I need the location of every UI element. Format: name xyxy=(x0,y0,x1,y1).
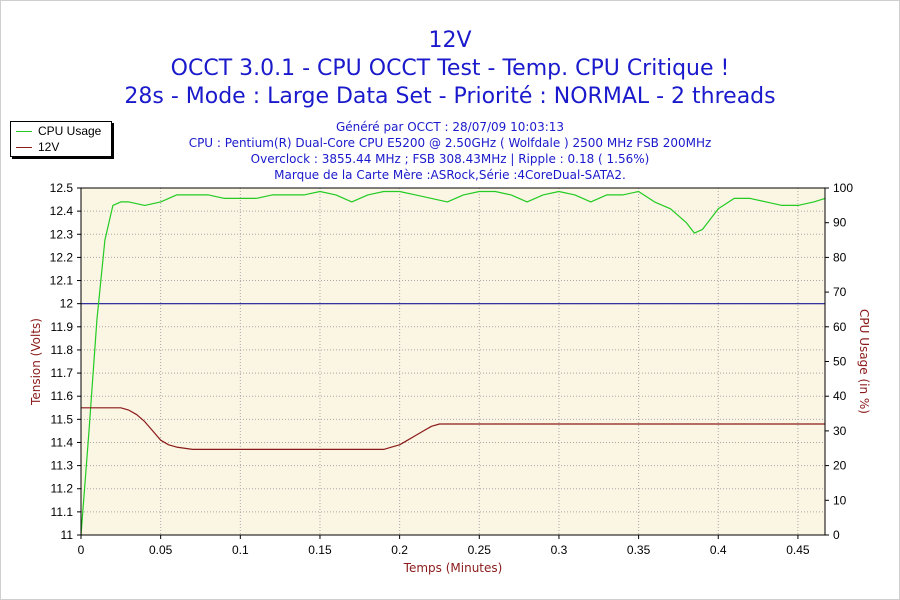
x-tick-label: 0.45 xyxy=(786,543,810,557)
x-tick-label: 0.15 xyxy=(308,543,332,557)
y2-tick-label: 70 xyxy=(833,285,847,299)
y2-tick-label: 30 xyxy=(833,424,847,438)
x-tick-label: 0.25 xyxy=(468,543,492,557)
legend-label-cpu-usage: CPU Usage xyxy=(38,124,102,138)
series-line-12v xyxy=(81,407,825,450)
y2-tick-label: 100 xyxy=(833,181,853,195)
series-line-cpu-usage xyxy=(80,190,826,536)
y-tick-label: 11.2 xyxy=(51,482,74,496)
y2-tick-label: 20 xyxy=(833,459,847,473)
y2-tick-label: 90 xyxy=(833,216,847,230)
chart-title: 12V xyxy=(428,28,472,53)
y-tick-label: 11 xyxy=(61,528,74,542)
y-tick-label: 12 xyxy=(60,297,74,311)
info-overclock: Overclock : 3855.44 MHz ; FSB 308.43MHz … xyxy=(250,152,650,166)
y-tick-label: 11.8 xyxy=(51,343,74,357)
chart-subtitle-test: OCCT 3.0.1 - CPU OCCT Test - Temp. CPU C… xyxy=(170,56,730,81)
y2-tick-label: 10 xyxy=(833,493,847,507)
legend-label-12v: 12V xyxy=(38,140,60,154)
plot-area xyxy=(81,188,825,535)
y2-tick-label: 50 xyxy=(833,355,847,369)
chart-legend: CPU Usage 12V xyxy=(10,121,112,157)
legend-swatch-cpu-usage xyxy=(16,131,32,132)
x-axis-title: Temps (Minutes) xyxy=(403,561,503,575)
y-tick-label: 11.1 xyxy=(51,505,74,519)
legend-swatch-12v xyxy=(16,147,32,148)
y-tick-label: 12.3 xyxy=(50,227,74,241)
x-tick-label: 0.35 xyxy=(627,543,651,557)
y2-tick-label: 0 xyxy=(833,528,840,542)
y-axis-title: Tension (Volts) xyxy=(29,318,43,406)
y-tick-label: 12.2 xyxy=(50,250,74,264)
info-generated: Généré par OCCT : 28/07/09 10:03:13 xyxy=(335,120,565,134)
chart-subtitle-mode: 28s - Mode : Large Data Set - Priorité :… xyxy=(124,84,776,109)
x-tick-label: 0.3 xyxy=(551,543,568,557)
y2-axis-title: CPU Usage (in %) xyxy=(857,309,871,414)
y-tick-label: 11.6 xyxy=(51,389,74,403)
info-cpu: CPU : Pentium(R) Dual-Core CPU E5200 @ 2… xyxy=(188,136,712,150)
y2-tick-label: 40 xyxy=(833,389,847,403)
y-tick-label: 11.7 xyxy=(51,366,74,380)
y-tick-label: 12.4 xyxy=(50,204,74,218)
x-tick-label: 0.2 xyxy=(391,543,408,557)
y-tick-label: 11.9 xyxy=(51,320,74,334)
x-tick-label: 0.05 xyxy=(149,543,173,557)
y-tick-label: 11.4 xyxy=(51,435,74,449)
y-tick-label: 12.5 xyxy=(50,181,74,195)
y-tick-label: 12.1 xyxy=(50,274,74,288)
x-tick-label: 0 xyxy=(78,543,85,557)
info-motherboard: Marque de la Carte Mère :ASRock,Série :4… xyxy=(274,168,626,182)
x-tick-label: 0.4 xyxy=(710,543,727,557)
y-tick-label: 11.3 xyxy=(51,459,74,473)
y2-tick-label: 60 xyxy=(833,320,847,334)
x-tick-label: 0.1 xyxy=(232,543,249,557)
y2-tick-label: 80 xyxy=(833,250,847,264)
y-tick-label: 11.5 xyxy=(51,412,74,426)
